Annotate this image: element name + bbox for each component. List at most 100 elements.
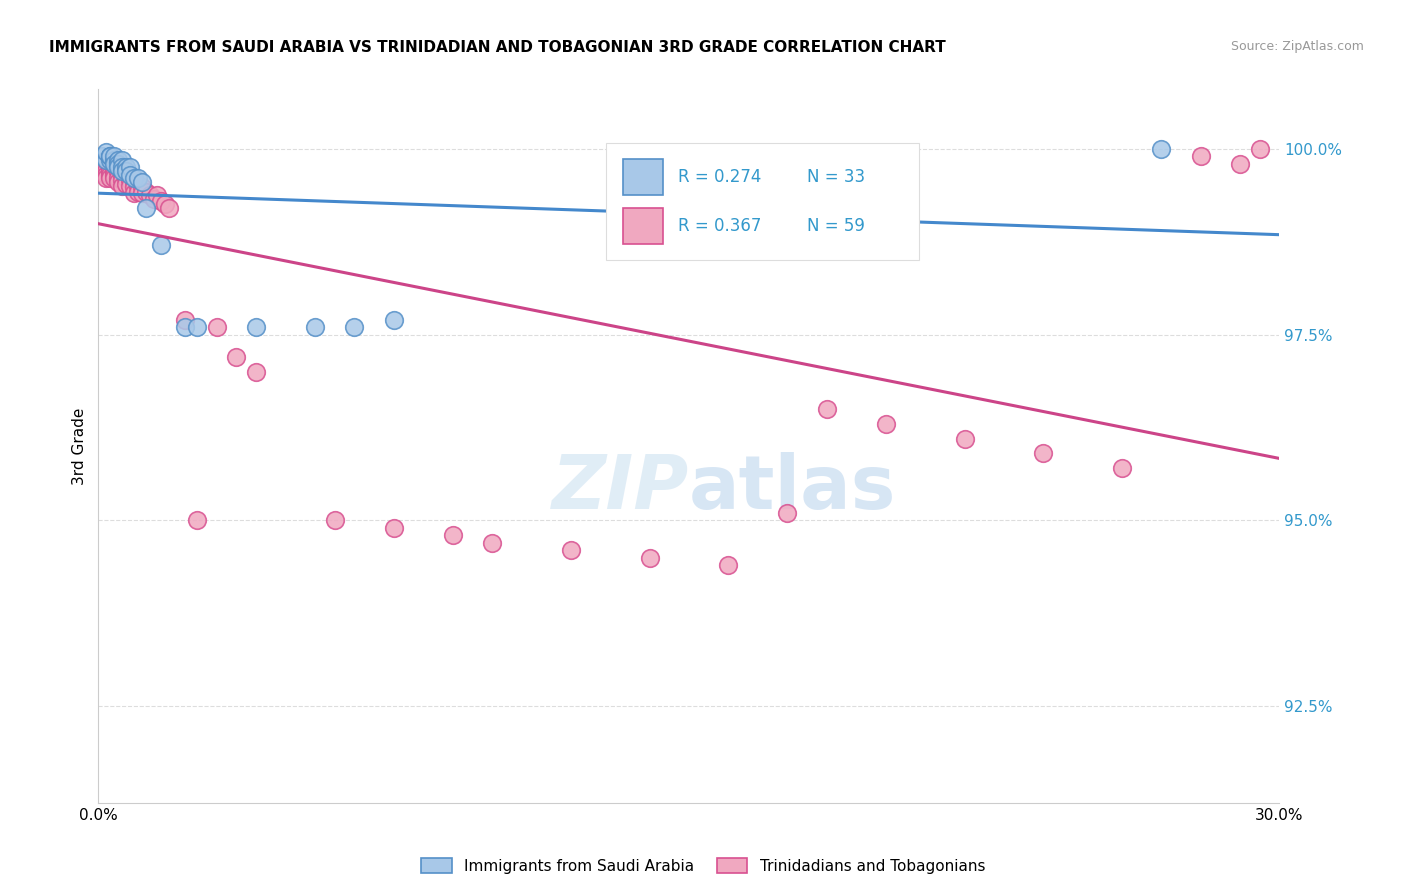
- Point: [875, 417, 897, 431]
- Point: [441, 528, 464, 542]
- Point: [118, 178, 141, 193]
- Text: N = 59: N = 59: [807, 217, 865, 235]
- Point: [115, 178, 138, 192]
- Point: [157, 201, 180, 215]
- Point: [98, 168, 121, 182]
- Point: [205, 320, 228, 334]
- Point: [103, 149, 125, 163]
- Text: R = 0.367: R = 0.367: [678, 217, 762, 235]
- Point: [127, 185, 149, 199]
- Point: [186, 513, 208, 527]
- Text: atlas: atlas: [689, 452, 896, 525]
- Point: [481, 535, 503, 549]
- Point: [343, 320, 366, 334]
- Point: [186, 320, 208, 334]
- Point: [91, 156, 114, 170]
- Point: [304, 320, 326, 334]
- Point: [138, 187, 160, 202]
- Point: [98, 171, 121, 186]
- Point: [96, 153, 118, 167]
- Point: [131, 180, 153, 194]
- Point: [382, 312, 405, 326]
- Text: ZIP: ZIP: [551, 452, 689, 525]
- Point: [146, 187, 169, 202]
- Text: IMMIGRANTS FROM SAUDI ARABIA VS TRINIDADIAN AND TOBAGONIAN 3RD GRADE CORRELATION: IMMIGRANTS FROM SAUDI ARABIA VS TRINIDAD…: [49, 40, 946, 55]
- Point: [98, 164, 121, 178]
- Point: [115, 171, 138, 186]
- Point: [245, 365, 267, 379]
- FancyBboxPatch shape: [623, 160, 664, 195]
- Point: [115, 164, 138, 178]
- Text: N = 33: N = 33: [807, 169, 865, 186]
- Point: [1032, 446, 1054, 460]
- Point: [135, 185, 157, 199]
- Point: [107, 153, 129, 167]
- Point: [107, 175, 129, 189]
- Point: [107, 165, 129, 179]
- Point: [174, 320, 197, 334]
- Point: [131, 186, 153, 201]
- Point: [776, 149, 799, 163]
- Point: [131, 175, 153, 189]
- Point: [1229, 156, 1251, 170]
- Point: [96, 161, 118, 175]
- Point: [776, 506, 799, 520]
- Point: [98, 153, 121, 167]
- Point: [118, 168, 141, 182]
- Point: [96, 164, 118, 178]
- Point: [382, 521, 405, 535]
- FancyBboxPatch shape: [623, 208, 664, 244]
- Point: [111, 168, 134, 182]
- Point: [103, 164, 125, 178]
- Point: [323, 513, 346, 527]
- Point: [560, 543, 582, 558]
- Point: [103, 153, 125, 167]
- Point: [638, 550, 661, 565]
- Point: [135, 201, 157, 215]
- Point: [1111, 461, 1133, 475]
- Point: [150, 238, 173, 252]
- Point: [98, 149, 121, 163]
- Point: [122, 180, 145, 194]
- Text: Source: ZipAtlas.com: Source: ZipAtlas.com: [1230, 40, 1364, 54]
- Point: [122, 186, 145, 201]
- Y-axis label: 3rd Grade: 3rd Grade: [72, 408, 87, 484]
- Legend: Immigrants from Saudi Arabia, Trinidadians and Tobagonians: Immigrants from Saudi Arabia, Trinidadia…: [415, 852, 991, 880]
- Point: [107, 171, 129, 186]
- Point: [245, 320, 267, 334]
- Point: [111, 161, 134, 175]
- Point: [118, 161, 141, 175]
- Point: [1189, 149, 1212, 163]
- FancyBboxPatch shape: [606, 143, 920, 260]
- Point: [174, 312, 197, 326]
- Point: [127, 178, 149, 193]
- Point: [155, 197, 177, 211]
- Point: [1249, 142, 1271, 156]
- Point: [150, 194, 173, 208]
- Point: [98, 149, 121, 163]
- Point: [115, 161, 138, 175]
- Point: [91, 149, 114, 163]
- Point: [111, 178, 134, 193]
- Point: [111, 173, 134, 187]
- Point: [127, 171, 149, 186]
- Point: [96, 145, 118, 160]
- Point: [91, 164, 114, 178]
- Point: [122, 175, 145, 189]
- Point: [107, 161, 129, 175]
- Point: [98, 161, 121, 175]
- Point: [103, 156, 125, 170]
- Point: [111, 164, 134, 178]
- Point: [717, 558, 740, 572]
- Point: [225, 350, 247, 364]
- Point: [96, 168, 118, 182]
- Point: [142, 192, 165, 206]
- Point: [815, 401, 838, 416]
- Point: [98, 149, 121, 163]
- Point: [118, 173, 141, 187]
- Point: [1150, 142, 1173, 156]
- Point: [91, 161, 114, 175]
- Point: [122, 171, 145, 186]
- Text: R = 0.274: R = 0.274: [678, 169, 762, 186]
- Point: [96, 171, 118, 186]
